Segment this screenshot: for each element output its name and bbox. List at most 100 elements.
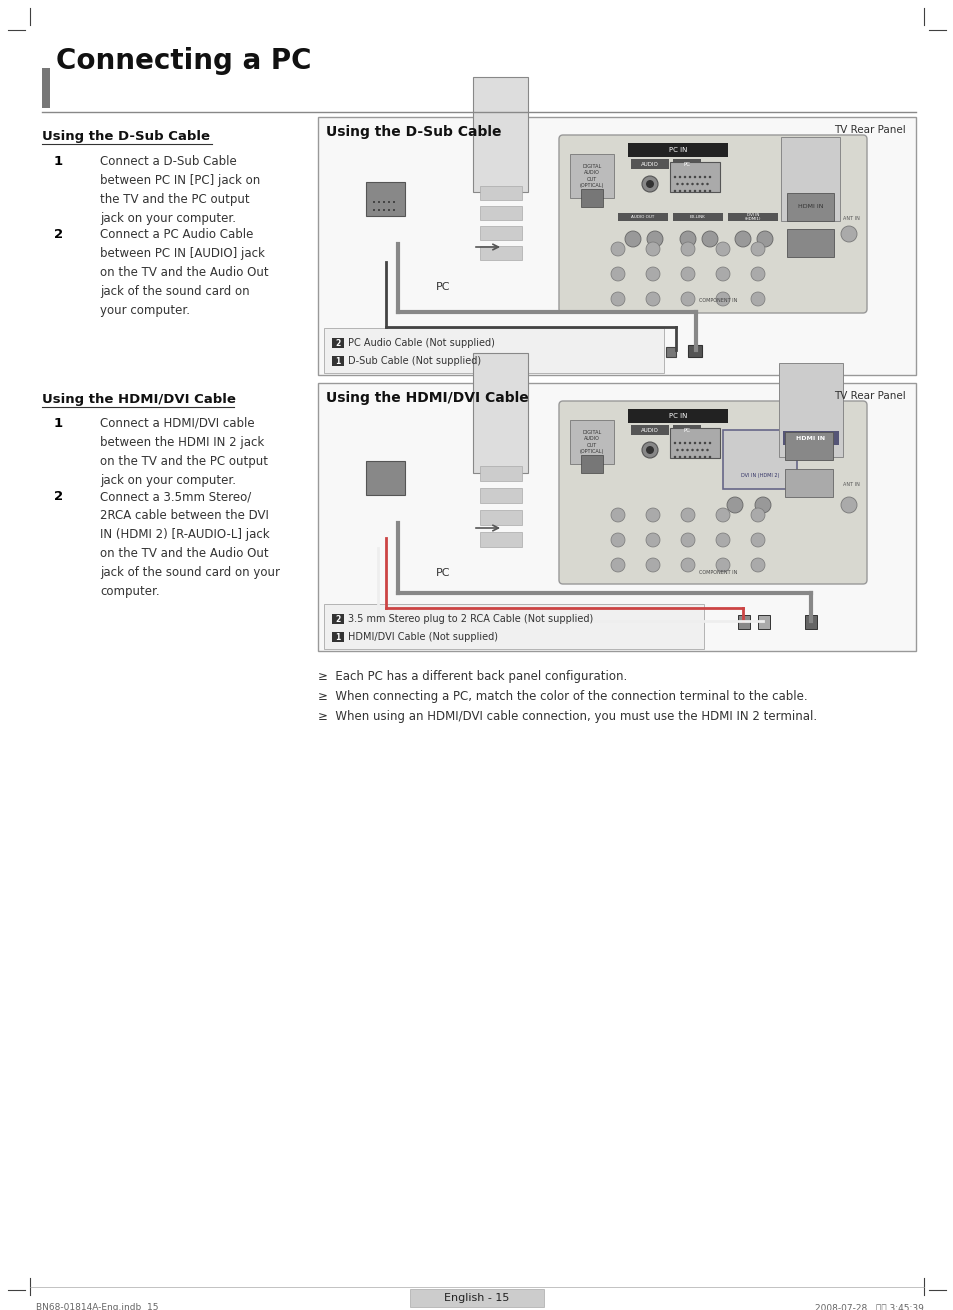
FancyBboxPatch shape xyxy=(366,182,405,216)
Ellipse shape xyxy=(393,200,395,203)
Text: ≥  When using an HDMI/DVI cable connection, you must use the HDMI IN 2 terminal.: ≥ When using an HDMI/DVI cable connectio… xyxy=(317,710,817,723)
Ellipse shape xyxy=(708,190,711,193)
Ellipse shape xyxy=(734,231,750,248)
FancyBboxPatch shape xyxy=(317,383,915,651)
Text: EX-LINK: EX-LINK xyxy=(689,215,705,219)
Ellipse shape xyxy=(610,292,624,307)
FancyBboxPatch shape xyxy=(758,614,769,629)
Ellipse shape xyxy=(373,200,375,203)
Text: HDMI IN: HDMI IN xyxy=(798,204,822,210)
FancyBboxPatch shape xyxy=(332,356,344,365)
Ellipse shape xyxy=(678,176,680,178)
Ellipse shape xyxy=(645,508,659,521)
Ellipse shape xyxy=(693,190,696,193)
Ellipse shape xyxy=(683,190,685,193)
Ellipse shape xyxy=(641,441,658,458)
Ellipse shape xyxy=(377,200,379,203)
Text: 1: 1 xyxy=(335,356,340,365)
FancyBboxPatch shape xyxy=(479,186,521,200)
Ellipse shape xyxy=(645,179,654,189)
Text: HDMI IN: HDMI IN xyxy=(796,435,824,440)
Ellipse shape xyxy=(691,449,693,451)
Ellipse shape xyxy=(680,533,695,548)
FancyBboxPatch shape xyxy=(324,604,703,648)
Ellipse shape xyxy=(696,183,698,185)
Text: Using the D-Sub Cable: Using the D-Sub Cable xyxy=(42,130,210,143)
Ellipse shape xyxy=(708,456,711,458)
FancyBboxPatch shape xyxy=(669,162,720,193)
Ellipse shape xyxy=(708,176,711,178)
FancyBboxPatch shape xyxy=(665,347,676,358)
Ellipse shape xyxy=(698,456,700,458)
Text: PC Audio Cable (Not supplied): PC Audio Cable (Not supplied) xyxy=(348,338,495,348)
Ellipse shape xyxy=(678,190,680,193)
Text: ≥  When connecting a PC, match the color of the connection terminal to the cable: ≥ When connecting a PC, match the color … xyxy=(317,690,807,703)
Ellipse shape xyxy=(703,456,705,458)
Text: English - 15: English - 15 xyxy=(444,1293,509,1303)
Ellipse shape xyxy=(373,210,375,211)
FancyBboxPatch shape xyxy=(332,614,344,624)
Ellipse shape xyxy=(688,190,691,193)
FancyBboxPatch shape xyxy=(479,489,521,503)
FancyBboxPatch shape xyxy=(569,421,614,464)
FancyBboxPatch shape xyxy=(630,424,668,435)
Ellipse shape xyxy=(688,441,691,444)
Ellipse shape xyxy=(680,292,695,307)
Text: Connect a HDMI/DVI cable
between the HDMI IN 2 jack
on the TV and the PC output
: Connect a HDMI/DVI cable between the HDM… xyxy=(100,417,268,487)
Ellipse shape xyxy=(750,267,764,282)
Ellipse shape xyxy=(750,533,764,548)
Ellipse shape xyxy=(701,231,718,248)
FancyBboxPatch shape xyxy=(332,338,344,348)
FancyBboxPatch shape xyxy=(332,631,344,642)
Ellipse shape xyxy=(716,558,729,572)
FancyBboxPatch shape xyxy=(779,363,842,457)
Ellipse shape xyxy=(645,445,654,455)
Ellipse shape xyxy=(703,441,705,444)
Text: PC IN: PC IN xyxy=(668,413,686,419)
FancyBboxPatch shape xyxy=(479,510,521,525)
FancyBboxPatch shape xyxy=(479,227,521,240)
FancyBboxPatch shape xyxy=(366,461,405,495)
Text: Using the HDMI/DVI Cable: Using the HDMI/DVI Cable xyxy=(42,393,235,406)
Ellipse shape xyxy=(673,176,676,178)
FancyBboxPatch shape xyxy=(627,143,727,157)
Ellipse shape xyxy=(693,176,696,178)
FancyBboxPatch shape xyxy=(580,189,602,207)
Text: AUDIO OUT: AUDIO OUT xyxy=(631,215,654,219)
FancyBboxPatch shape xyxy=(630,159,668,169)
Ellipse shape xyxy=(700,449,703,451)
Ellipse shape xyxy=(646,231,662,248)
Ellipse shape xyxy=(703,190,705,193)
FancyBboxPatch shape xyxy=(324,328,663,373)
Text: COMPONENT IN: COMPONENT IN xyxy=(699,570,737,575)
Ellipse shape xyxy=(645,558,659,572)
FancyBboxPatch shape xyxy=(627,409,727,423)
FancyBboxPatch shape xyxy=(479,246,521,259)
Ellipse shape xyxy=(678,456,680,458)
Ellipse shape xyxy=(676,449,678,451)
Ellipse shape xyxy=(388,200,390,203)
Text: ANT IN: ANT IN xyxy=(841,216,859,221)
Ellipse shape xyxy=(750,558,764,572)
FancyBboxPatch shape xyxy=(479,206,521,220)
Text: DVI IN
(HDMI1): DVI IN (HDMI1) xyxy=(744,212,760,221)
Ellipse shape xyxy=(680,267,695,282)
FancyBboxPatch shape xyxy=(558,135,866,313)
Ellipse shape xyxy=(610,508,624,521)
Ellipse shape xyxy=(693,441,696,444)
Ellipse shape xyxy=(841,227,856,242)
Text: DVI IN (HDMI 2): DVI IN (HDMI 2) xyxy=(740,473,779,478)
Text: D-Sub Cable (Not supplied): D-Sub Cable (Not supplied) xyxy=(348,356,480,365)
Text: 1: 1 xyxy=(54,155,63,168)
Ellipse shape xyxy=(624,231,640,248)
FancyBboxPatch shape xyxy=(786,229,833,257)
FancyBboxPatch shape xyxy=(738,614,749,629)
FancyBboxPatch shape xyxy=(669,428,720,458)
Text: Using the HDMI/DVI Cable: Using the HDMI/DVI Cable xyxy=(326,390,528,405)
Ellipse shape xyxy=(680,508,695,521)
Ellipse shape xyxy=(382,200,385,203)
Text: 2: 2 xyxy=(54,228,63,241)
Text: 2: 2 xyxy=(335,338,340,347)
Ellipse shape xyxy=(685,449,688,451)
FancyBboxPatch shape xyxy=(781,138,840,221)
